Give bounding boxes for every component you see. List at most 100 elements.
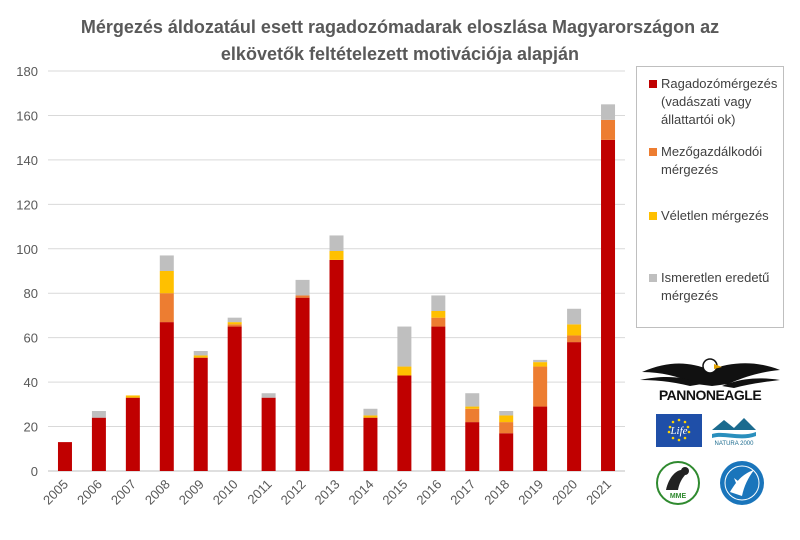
- bar-segment: [499, 415, 514, 423]
- pannoneagle-logo: PANNONEAGLE: [640, 358, 780, 403]
- bar-segment: [533, 406, 548, 471]
- y-tick-label: 120: [16, 197, 38, 212]
- y-tick-label: 160: [16, 108, 38, 123]
- bar-segment: [57, 442, 72, 471]
- x-tick-label: 2015: [379, 477, 410, 508]
- x-tick-label: 2009: [176, 477, 207, 508]
- y-tick-label: 0: [31, 464, 38, 479]
- chart-title: Mérgezés áldozatául esett ragadozómadara…: [0, 14, 800, 68]
- bird-circle-logo: [720, 461, 764, 505]
- legend-label-line: Ragadozómérgezés: [661, 76, 778, 91]
- eu-life-logo: Life: [656, 414, 702, 447]
- bar-segment: [533, 359, 548, 363]
- legend-label-line: Véletlen mérgezés: [661, 208, 769, 223]
- bar-segment: [91, 411, 106, 418]
- x-tick-label: 2008: [142, 477, 173, 508]
- bar-segment: [159, 255, 174, 271]
- mme-text: MME: [670, 493, 687, 500]
- legend-swatch: [649, 274, 657, 282]
- bar-segment: [159, 293, 174, 323]
- y-tick-label: 180: [16, 64, 38, 79]
- bar-segment: [465, 422, 480, 471]
- bar-segment: [431, 326, 446, 471]
- bar-segment: [261, 397, 276, 471]
- bar-segment: [159, 271, 174, 294]
- x-tick-label: 2006: [74, 477, 105, 508]
- x-tick-label: 2017: [447, 477, 478, 508]
- bar-segment: [193, 355, 208, 358]
- x-tick-label: 2010: [210, 477, 241, 508]
- legend-item-agricultural-poisoning: Mezőgazdálkodói mérgezés: [649, 143, 781, 179]
- bar-segment: [91, 417, 106, 471]
- bar-segment: [363, 417, 378, 471]
- bar-segment: [329, 259, 344, 471]
- bar-segment: [159, 322, 174, 471]
- legend-label-line: Mezőgazdálkodói: [661, 144, 763, 159]
- bar-segment: [601, 104, 616, 120]
- pannoneagle-text: PANNONEAGLE: [659, 387, 762, 403]
- bar-segment: [193, 357, 208, 471]
- natura-2000-logo: NATURA 2000: [710, 414, 758, 447]
- logo-group: PANNONEAGLE Life NATURA 2000 MME: [640, 358, 780, 505]
- x-tick-label: 2013: [312, 477, 343, 508]
- bar-segment: [465, 406, 480, 409]
- bar-segment: [227, 326, 242, 471]
- bar-segment: [567, 324, 582, 336]
- y-tick-label: 40: [24, 375, 38, 390]
- stacked-bar-chart: 0 20 40 60 80 100 120 140 160 180 2005 2006 2007 2008…: [16, 64, 625, 508]
- legend-label-line: (vadászati vagy: [661, 94, 752, 109]
- legend-label-line: Ismeretlen eredetű: [661, 270, 770, 285]
- bar-segment: [567, 342, 582, 471]
- x-tick-label: 2018: [481, 477, 512, 508]
- bar-segment: [261, 393, 276, 398]
- bar-segment: [431, 311, 446, 318]
- bar-segment: [125, 395, 140, 398]
- bar-segment: [227, 324, 242, 327]
- bar-segment: [295, 279, 310, 296]
- legend-swatch: [649, 80, 657, 88]
- life-text: Life: [669, 425, 687, 437]
- x-tick-label: 2005: [40, 477, 71, 508]
- legend-label-line: mérgezés: [661, 288, 719, 303]
- y-tick-label: 20: [24, 420, 38, 435]
- partner-logos: PANNONEAGLE Life NATURA 2000 MME: [630, 350, 800, 535]
- bar-segment: [533, 362, 548, 367]
- chart-legend: Ragadozómérgezés (vadászati vagy állatta…: [636, 66, 784, 328]
- x-tick-label: 2019: [515, 477, 546, 508]
- chart-title-line-1: Mérgezés áldozatául esett ragadozómadara…: [80, 17, 720, 37]
- x-tick-label: 2021: [583, 477, 614, 508]
- x-tick-label: 2014: [346, 477, 377, 508]
- bar-segment: [533, 366, 548, 407]
- bar-segment: [499, 433, 514, 471]
- chart-title-line-2: elkövetők feltételezett motivációja alap…: [220, 44, 580, 64]
- bar-segment: [567, 308, 582, 325]
- bar-segment: [601, 119, 616, 140]
- bar-segment: [397, 326, 412, 367]
- y-tick-label: 80: [24, 286, 38, 301]
- y-tick-label: 60: [24, 331, 38, 346]
- x-tick-label: 2020: [549, 477, 580, 508]
- legend-item-unknown-poisoning: Ismeretlen eredetű mérgezés: [649, 269, 781, 305]
- x-tick-label: 2011: [244, 477, 274, 507]
- natura-text: NATURA 2000: [715, 441, 755, 447]
- bar-segment: [567, 335, 582, 343]
- bar-segment: [465, 408, 480, 423]
- legend-swatch: [649, 148, 657, 156]
- bar-segment: [329, 235, 344, 251]
- bar-segment: [499, 422, 514, 434]
- y-tick-label: 140: [16, 153, 38, 168]
- bar-segment: [363, 408, 378, 416]
- legend-swatch: [649, 212, 657, 220]
- bar-segment: [193, 351, 208, 356]
- bar-segment: [227, 322, 242, 325]
- y-tick-label: 100: [16, 242, 38, 257]
- bar-segment: [499, 411, 514, 416]
- legend-item-predator-poisoning: Ragadozómérgezés (vadászati vagy állatta…: [649, 75, 781, 129]
- legend-item-accidental-poisoning: Véletlen mérgezés: [649, 207, 781, 225]
- bar-segment: [465, 393, 480, 407]
- bar-segment: [329, 251, 344, 260]
- bar-segment: [397, 375, 412, 471]
- bar-segment: [363, 415, 378, 418]
- x-tick-label: 2007: [108, 477, 139, 508]
- bar-segment: [397, 366, 412, 376]
